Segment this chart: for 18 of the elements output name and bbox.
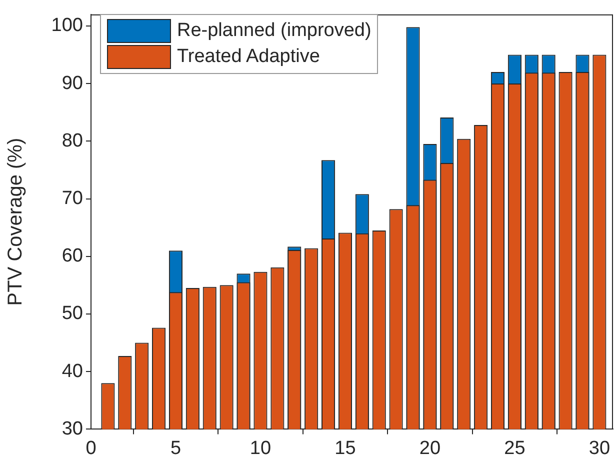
y-tick-label: 30: [62, 418, 83, 440]
y-tick-label: 50: [62, 303, 83, 324]
x-tick-label: 10: [250, 438, 272, 459]
legend-label: Re-planned (improved): [177, 20, 372, 42]
x-tick-label: 15: [334, 438, 356, 459]
y-tick-label: 80: [62, 130, 83, 152]
y-tick-label: 100: [51, 15, 83, 36]
x-tick-label: 25: [504, 438, 526, 459]
x-tick-label: 0: [86, 438, 96, 459]
y-tick-label: 70: [62, 188, 83, 209]
x-tick-label: 20: [419, 438, 441, 459]
y-axis-title: PTV Coverage (%): [4, 138, 27, 306]
y-tick-label: 60: [62, 246, 83, 267]
x-tick-label: 30: [588, 438, 610, 459]
x-tick-label: 5: [170, 438, 182, 459]
y-tick-label: 40: [62, 360, 83, 382]
legend-label: Treated Adaptive: [177, 46, 320, 68]
y-tick-label: 90: [62, 72, 83, 94]
